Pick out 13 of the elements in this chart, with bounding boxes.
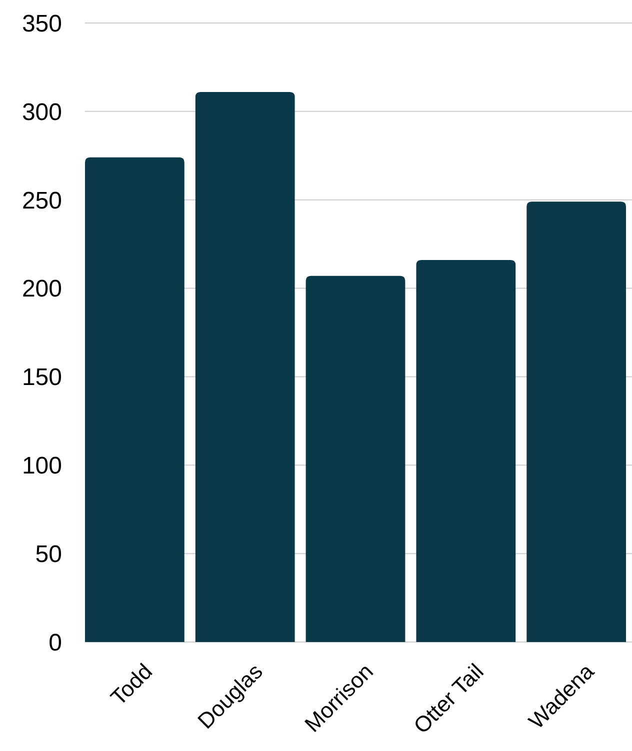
y-tick-label: 250 [22,187,62,214]
y-tick-label: 100 [22,452,62,480]
bar [306,276,406,642]
y-tick-label: 0 [48,629,62,656]
bar [416,260,516,642]
bar [195,92,295,642]
y-tick-label: 200 [22,276,62,303]
bar [526,202,626,642]
y-tick-label: 150 [22,364,62,392]
y-tick-label: 50 [35,540,62,568]
y-tick-label: 300 [22,98,62,126]
bar [85,157,184,642]
y-tick-label: 350 [22,10,62,38]
